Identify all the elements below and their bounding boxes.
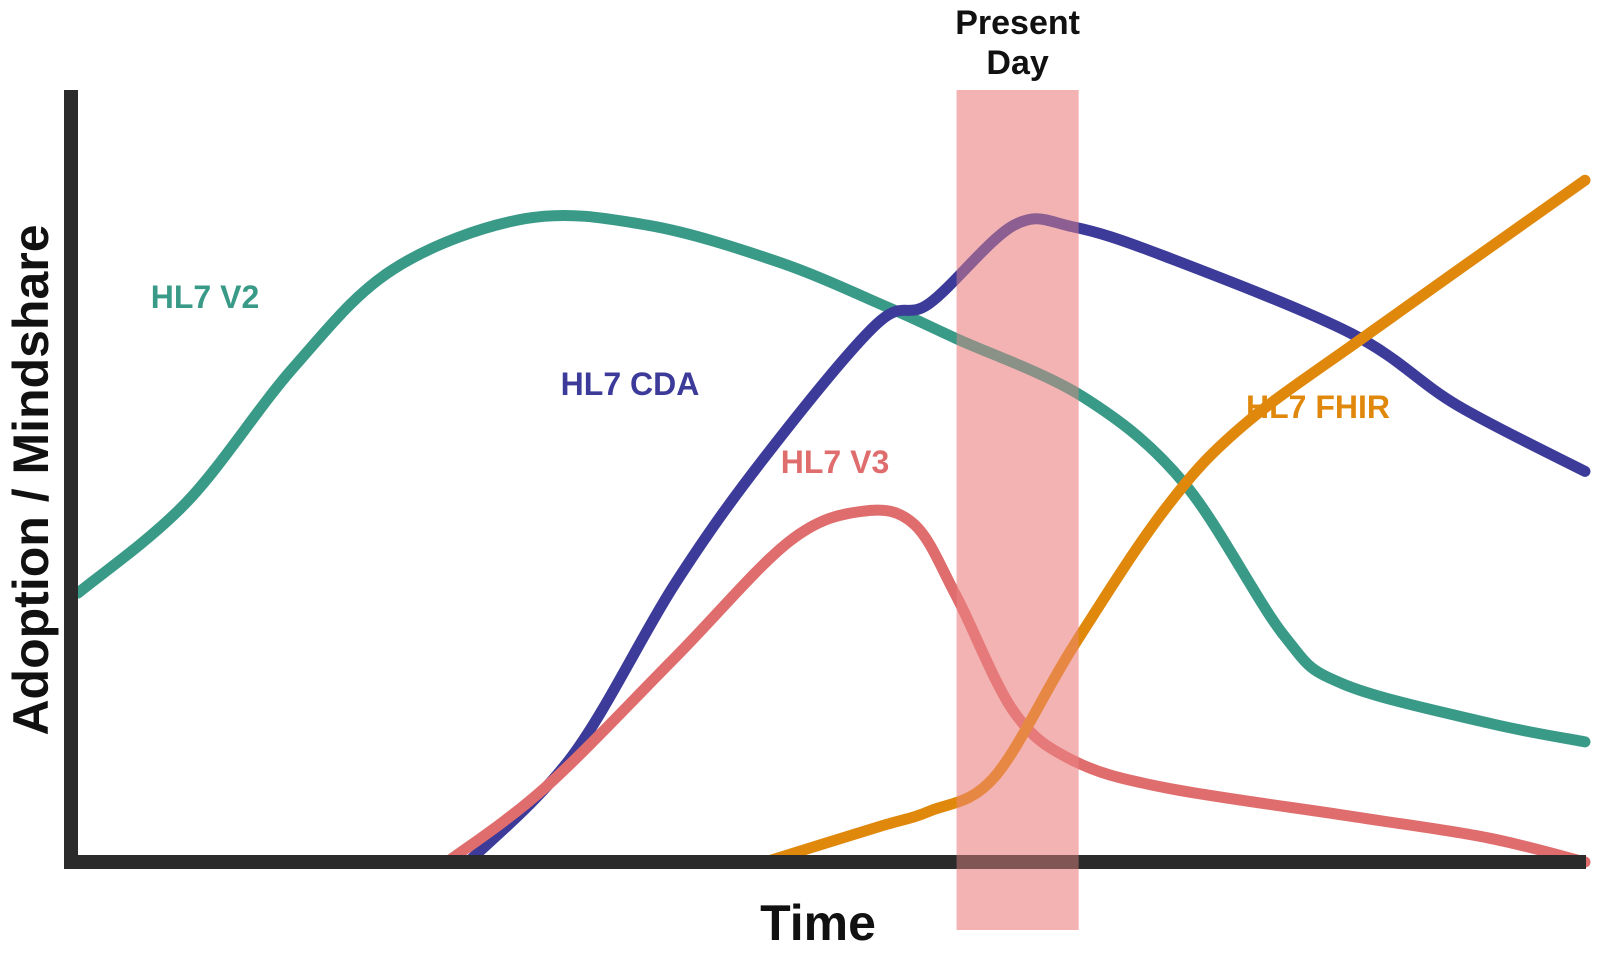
series-label-hl7-v2: HL7 V2 — [151, 279, 259, 315]
series-line-hl7-fhir — [759, 174, 1591, 868]
present-day-band-overlay — [956, 90, 1079, 930]
series-line-hl7-cda — [462, 213, 1591, 868]
series-label-hl7-cda: HL7 CDA — [561, 366, 700, 402]
y-axis-label: Adoption / Mindshare — [3, 224, 59, 735]
series-label-hl7-v3: HL7 V3 — [781, 444, 889, 480]
present-day-label-line2: Day — [986, 44, 1048, 82]
series-line-hl7-v2 — [72, 209, 1591, 748]
series-line-hl7-v3 — [441, 504, 1591, 868]
series-layer — [72, 174, 1591, 868]
annotation-layer: HL7 V2 HL7 CDA HL7 V3 HL7 FHIR — [151, 279, 1390, 480]
x-axis-label: Time — [760, 895, 876, 951]
series-label-hl7-fhir: HL7 FHIR — [1246, 389, 1390, 425]
present-day-label-line1: Present — [955, 4, 1080, 42]
